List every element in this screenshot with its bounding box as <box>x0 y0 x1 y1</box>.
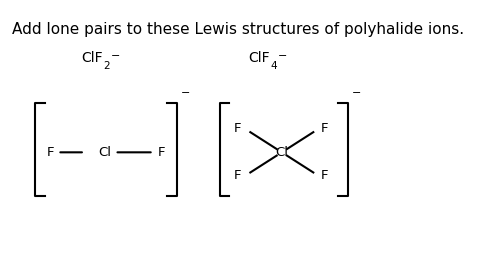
Text: F: F <box>321 169 328 182</box>
Text: Cl: Cl <box>98 146 111 159</box>
Text: 2: 2 <box>103 61 109 71</box>
Text: F: F <box>157 146 165 159</box>
Text: Add lone pairs to these Lewis structures of polyhalide ions.: Add lone pairs to these Lewis structures… <box>12 22 464 37</box>
Text: F: F <box>234 122 241 135</box>
Text: F: F <box>234 169 241 182</box>
Text: −: − <box>111 51 120 61</box>
Text: −: − <box>181 88 190 98</box>
Text: Cl: Cl <box>276 146 288 159</box>
Text: −: − <box>352 88 361 98</box>
Text: ClF: ClF <box>82 51 103 65</box>
Text: 4: 4 <box>270 61 277 71</box>
Text: −: − <box>278 51 288 61</box>
Text: F: F <box>321 122 328 135</box>
Text: ClF: ClF <box>249 51 270 65</box>
Text: F: F <box>47 146 54 159</box>
